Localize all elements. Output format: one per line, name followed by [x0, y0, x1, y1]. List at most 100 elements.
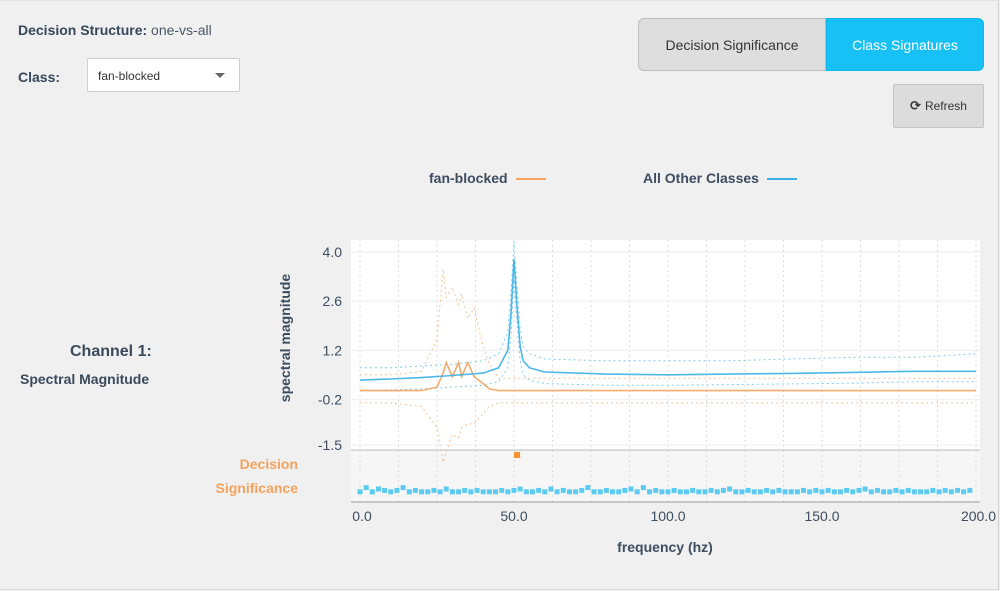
significance-marker: [788, 489, 794, 495]
legend-swatch: [766, 178, 797, 181]
significance-marker: [831, 489, 837, 495]
significance-marker: [961, 489, 967, 495]
significance-marker: [456, 489, 462, 495]
legend-label: All Other Classes: [643, 170, 759, 186]
tab-class-signatures[interactable]: Class Signatures: [826, 18, 984, 71]
significance-marker: [714, 489, 720, 495]
significance-marker: [801, 487, 807, 493]
significance-marker: [628, 486, 634, 492]
significance-marker: [844, 487, 850, 493]
significance-marker: [794, 489, 800, 495]
refresh-button[interactable]: ⟳ Refresh: [893, 84, 984, 128]
decision-significance-label: Decision Significance: [216, 452, 298, 500]
class-select[interactable]: fan-blocked: [87, 58, 240, 92]
significance-marker: [893, 487, 899, 493]
decision-significance-line2: Significance: [215, 480, 298, 496]
x-tick-label: 150.0: [804, 508, 839, 524]
significance-marker: [918, 489, 924, 495]
significance-marker: [511, 487, 517, 493]
significance-marker: [548, 486, 554, 492]
significance-marker: [930, 487, 936, 493]
significance-marker: [610, 489, 616, 495]
refresh-icon: ⟳: [910, 98, 921, 113]
significance-marker: [671, 487, 677, 493]
y-tick-label: 2.6: [323, 293, 343, 309]
y-tick-label: 1.2: [323, 342, 343, 358]
tab-decision-significance[interactable]: Decision Significance: [638, 18, 826, 71]
significance-marker: [449, 489, 455, 495]
series-line: [359, 258, 976, 381]
significance-marker: [911, 489, 917, 495]
legend-item-fan-blocked: fan-blocked: [429, 170, 546, 186]
significance-marker: [597, 489, 603, 495]
significance-marker: [708, 487, 714, 493]
significance-marker: [357, 489, 363, 495]
class-label: Class:: [18, 69, 61, 85]
significance-marker: [739, 489, 745, 495]
significance-marker: [363, 485, 369, 491]
significance-marker: [394, 487, 400, 493]
significance-marker: [936, 489, 942, 495]
significance-marker: [591, 489, 597, 495]
significance-marker: [486, 489, 492, 495]
y-tick-labels: 4.0 2.6 1.2 -0.2 -1.5: [318, 244, 342, 453]
upper-band: [360, 269, 976, 379]
y-axis-label: spectral magnitude: [277, 274, 293, 403]
plot-area: [351, 240, 980, 450]
significance-marker: [745, 487, 751, 493]
significance-marker: [437, 489, 443, 495]
significance-marker: [616, 489, 622, 495]
significance-marker: [955, 487, 961, 493]
significance-marker: [776, 487, 782, 493]
significance-marker: [665, 489, 671, 495]
significance-marker: [382, 487, 388, 493]
decision-structure: Decision Structure: one-vs-all: [18, 22, 212, 38]
significance-marker: [425, 489, 431, 495]
significance-marker: [517, 486, 523, 492]
significance-marker: [825, 487, 831, 493]
significance-peak-marker: [514, 452, 521, 458]
decision-structure-label: Decision Structure:: [18, 22, 148, 38]
significance-marker: [782, 489, 788, 495]
series-lines: [359, 258, 976, 392]
significance-marker: [659, 489, 665, 495]
significance-marker: [733, 489, 739, 495]
significance-marker: [868, 489, 874, 495]
significance-marker: [887, 489, 893, 495]
significance-marker: [554, 489, 560, 495]
significance-marker: [462, 487, 468, 493]
significance-marker: [536, 487, 542, 493]
significance-marker: [683, 489, 689, 495]
significance-marker: [942, 487, 948, 493]
x-axis-label: frequency (hz): [617, 539, 713, 555]
significance-marker: [468, 489, 474, 495]
significance-marker: [499, 487, 505, 493]
significance-marker: [653, 487, 659, 493]
significance-marker: [677, 489, 683, 495]
significance-marker: [412, 487, 418, 493]
significance-marker: [770, 489, 776, 495]
significance-marker: [881, 489, 887, 495]
significance-marker: [727, 486, 733, 492]
x-tick-label: 50.0: [500, 508, 527, 524]
significance-marker: [837, 489, 843, 495]
significance-marker: [480, 489, 486, 495]
significance-markers: [357, 452, 973, 495]
significance-marker: [874, 487, 880, 493]
significance-marker: [862, 486, 868, 492]
significance-marker: [443, 486, 449, 492]
significance-marker: [431, 487, 437, 493]
significance-marker: [967, 487, 973, 493]
decision-structure-value: one-vs-all: [151, 22, 212, 38]
x-tick-label: 100.0: [650, 508, 685, 524]
significance-marker: [388, 489, 394, 495]
significance-marker: [850, 489, 856, 495]
chevron-down-icon: [215, 73, 225, 78]
view-tabs: Decision Significance Class Signatures: [638, 18, 984, 71]
significance-marker: [924, 489, 930, 495]
legend-label: fan-blocked: [429, 170, 508, 186]
channel-subtitle: Spectral Magnitude: [20, 371, 150, 387]
significance-marker: [856, 487, 862, 493]
